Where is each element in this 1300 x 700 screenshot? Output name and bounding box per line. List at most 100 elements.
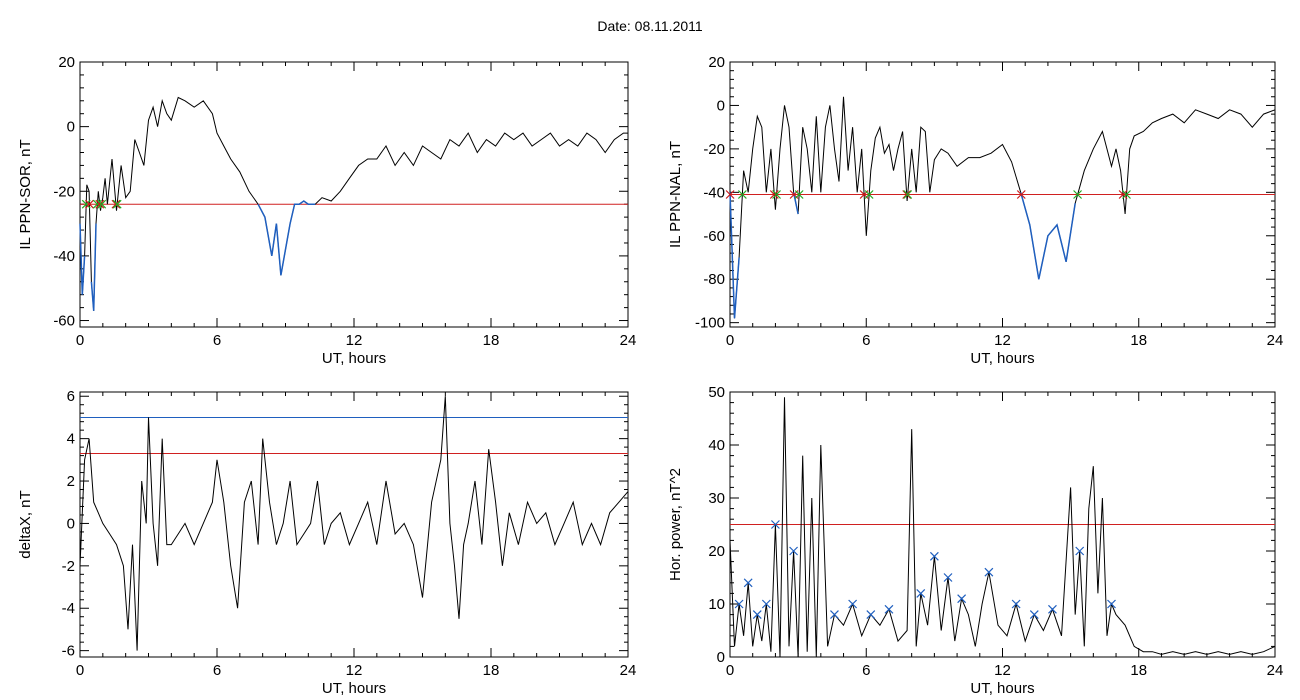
crossing-marker: [864, 190, 874, 199]
y-tick-label: 20: [708, 543, 725, 560]
crossing-marker: [903, 190, 913, 199]
y-axis-label: Hor. power, nT^2: [667, 468, 684, 581]
series-highlight: [792, 192, 799, 215]
y-tick-label: -20: [703, 141, 725, 158]
y-tick-label: -40: [53, 248, 75, 265]
y-tick-label: -40: [703, 184, 725, 201]
peak-marker: [743, 578, 753, 588]
x-axis-label: UT, hours: [322, 680, 386, 697]
crossing-marker: [95, 199, 105, 209]
y-tick-label: 10: [708, 596, 725, 613]
crossing-marker: [112, 199, 122, 209]
x-tick-label: 24: [620, 332, 637, 349]
peak-marker: [1048, 604, 1057, 614]
x-tick-label: 12: [994, 662, 1011, 679]
x-tick-label: 6: [213, 332, 221, 349]
panel-hor-power: 0 6 12 18 24 0 10 20 30 40 50 UT, hours Hor. power, …: [667, 384, 1283, 697]
peak-marker: [984, 567, 994, 577]
peak-marker: [761, 599, 771, 609]
crossing-marker: [725, 190, 735, 199]
x-tick-label: 24: [620, 662, 637, 679]
y-tick-label: -60: [53, 313, 75, 330]
series-highlight: [79, 223, 86, 295]
peak-marker: [1011, 599, 1021, 609]
x-tick-label: 6: [213, 662, 221, 679]
y-tick-label: -60: [703, 228, 725, 245]
x-tick-label: 12: [346, 332, 363, 349]
x-tick-label: 18: [483, 332, 500, 349]
panel-ppn-sor: 0 6 12 18 24 -60 -40 -20 0 20 UT, hours IL PPN-SOR,…: [17, 54, 636, 367]
y-tick-label: 0: [67, 119, 75, 136]
crossing-marker: [902, 190, 912, 199]
peak-marker: [734, 599, 744, 609]
crossing-marker: [769, 190, 779, 199]
series-highlight: [257, 200, 316, 276]
crossing-marker: [1122, 190, 1131, 199]
peak-marker: [1075, 546, 1085, 556]
x-tick-label: 24: [1267, 662, 1284, 679]
x-tick-label: 18: [1130, 662, 1147, 679]
peak-marker: [929, 551, 939, 561]
series-line: [729, 96, 1276, 319]
y-tick-label: -2: [62, 558, 75, 575]
y-tick-label: 20: [708, 54, 725, 71]
y-tick-label: 50: [708, 384, 725, 401]
y-tick-label: 40: [708, 437, 725, 454]
crossing-marker: [737, 190, 747, 199]
crossing-marker: [111, 199, 121, 209]
x-tick-label: 6: [862, 662, 870, 679]
y-tick-label: 2: [67, 473, 75, 490]
series-line: [79, 396, 629, 651]
x-tick-label: 0: [726, 332, 734, 349]
x-tick-label: 12: [994, 332, 1011, 349]
x-tick-label: 12: [346, 662, 363, 679]
peak-marker: [848, 599, 858, 609]
y-tick-label: -20: [53, 183, 75, 200]
x-tick-label: 0: [76, 332, 84, 349]
crossing-marker: [1073, 190, 1083, 199]
peak-marker: [1107, 599, 1116, 609]
series-highlight: [1019, 192, 1076, 280]
y-axis-label: IL PPN-SOR, nT: [17, 139, 34, 249]
x-tick-label: 24: [1267, 332, 1284, 349]
y-axis-label: IL PPN-NAL, nT: [667, 141, 684, 248]
crossing-marker: [1118, 190, 1128, 199]
x-tick-label: 18: [483, 662, 500, 679]
y-tick-label: -6: [62, 643, 75, 660]
peak-marker: [830, 610, 839, 620]
y-tick-label: 6: [67, 388, 75, 405]
plot-frame: [79, 391, 629, 658]
peak-marker: [770, 520, 780, 529]
y-tick-label: 0: [67, 515, 75, 532]
x-tick-label: 0: [726, 662, 734, 679]
crossing-marker: [97, 199, 107, 209]
y-tick-label: 4: [67, 431, 75, 448]
panel-ppn-nal: 0 6 12 18 24 -100 -80 -60 -40 -20 0 20 UT, hours IL P…: [667, 54, 1283, 367]
y-tick-label: 0: [717, 97, 725, 114]
peak-marker: [916, 588, 926, 598]
y-tick-label: -100: [695, 315, 725, 332]
peak-marker: [884, 604, 894, 614]
y-tick-label: 30: [708, 490, 725, 507]
crossing-marker: [85, 199, 94, 209]
x-axis-label: UT, hours: [322, 350, 386, 367]
y-tick-label: 20: [58, 54, 75, 71]
peak-marker: [943, 573, 953, 582]
peak-marker: [752, 610, 762, 620]
x-tick-label: 0: [76, 662, 84, 679]
series-highlight: [90, 223, 97, 311]
x-axis-label: UT, hours: [970, 350, 1034, 367]
crossing-marker: [772, 190, 781, 199]
series-line: [729, 397, 1276, 658]
peak-marker: [866, 610, 876, 620]
page-title: Date: 08.11.2011: [597, 18, 703, 34]
peak-marker: [957, 594, 967, 604]
crossing-marker: [1016, 190, 1026, 199]
x-tick-label: 6: [862, 332, 870, 349]
y-axis-label: deltaX, nT: [17, 490, 34, 558]
y-tick-label: 0: [717, 649, 725, 666]
peak-marker: [789, 546, 799, 556]
y-tick-label: -4: [62, 600, 75, 617]
x-axis-label: UT, hours: [970, 680, 1034, 697]
